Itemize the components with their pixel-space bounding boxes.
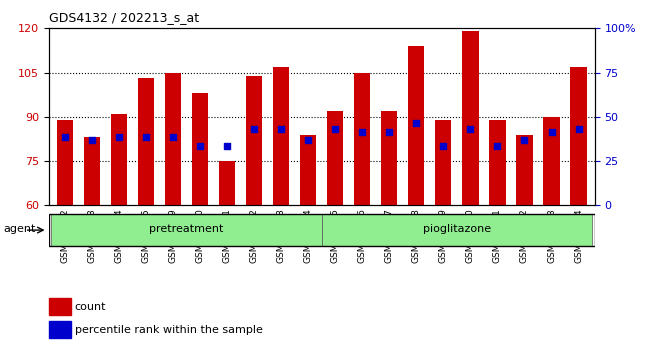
Point xyxy=(60,135,70,140)
Point xyxy=(519,138,530,143)
Point xyxy=(222,143,232,149)
Point xyxy=(492,143,502,149)
Text: percentile rank within the sample: percentile rank within the sample xyxy=(75,325,263,335)
Bar xyxy=(111,114,127,205)
Point xyxy=(546,129,556,135)
Text: pretreatment: pretreatment xyxy=(150,224,224,234)
Bar xyxy=(516,135,532,205)
Bar xyxy=(381,111,397,205)
Bar xyxy=(354,73,370,205)
Point xyxy=(141,135,151,140)
Bar xyxy=(462,31,478,205)
Point xyxy=(330,126,341,131)
Bar xyxy=(571,67,587,205)
Point xyxy=(384,129,395,135)
Bar xyxy=(322,214,592,246)
Point xyxy=(411,120,422,126)
Bar xyxy=(84,137,100,205)
Point xyxy=(87,138,98,143)
Text: GDS4132 / 202213_s_at: GDS4132 / 202213_s_at xyxy=(49,11,199,24)
Bar xyxy=(51,214,322,246)
Point xyxy=(357,129,367,135)
Bar xyxy=(219,161,235,205)
Bar xyxy=(543,117,560,205)
Bar xyxy=(327,111,343,205)
Bar xyxy=(436,120,452,205)
Point xyxy=(276,126,287,131)
Text: pioglitazone: pioglitazone xyxy=(423,224,491,234)
Bar xyxy=(192,93,208,205)
Point xyxy=(195,143,205,149)
Bar xyxy=(273,67,289,205)
Text: count: count xyxy=(75,302,106,312)
Point xyxy=(573,126,584,131)
Bar xyxy=(57,120,73,205)
Bar xyxy=(49,298,71,314)
Bar xyxy=(246,75,263,205)
Point xyxy=(249,126,259,131)
Bar xyxy=(408,46,424,205)
Point xyxy=(465,126,476,131)
Bar xyxy=(138,79,154,205)
Point xyxy=(438,143,448,149)
Point xyxy=(114,135,124,140)
Bar xyxy=(489,120,506,205)
Point xyxy=(303,138,313,143)
Bar xyxy=(49,321,71,338)
Bar xyxy=(165,73,181,205)
Point xyxy=(168,135,178,140)
Text: agent: agent xyxy=(3,224,36,234)
Bar xyxy=(300,135,317,205)
